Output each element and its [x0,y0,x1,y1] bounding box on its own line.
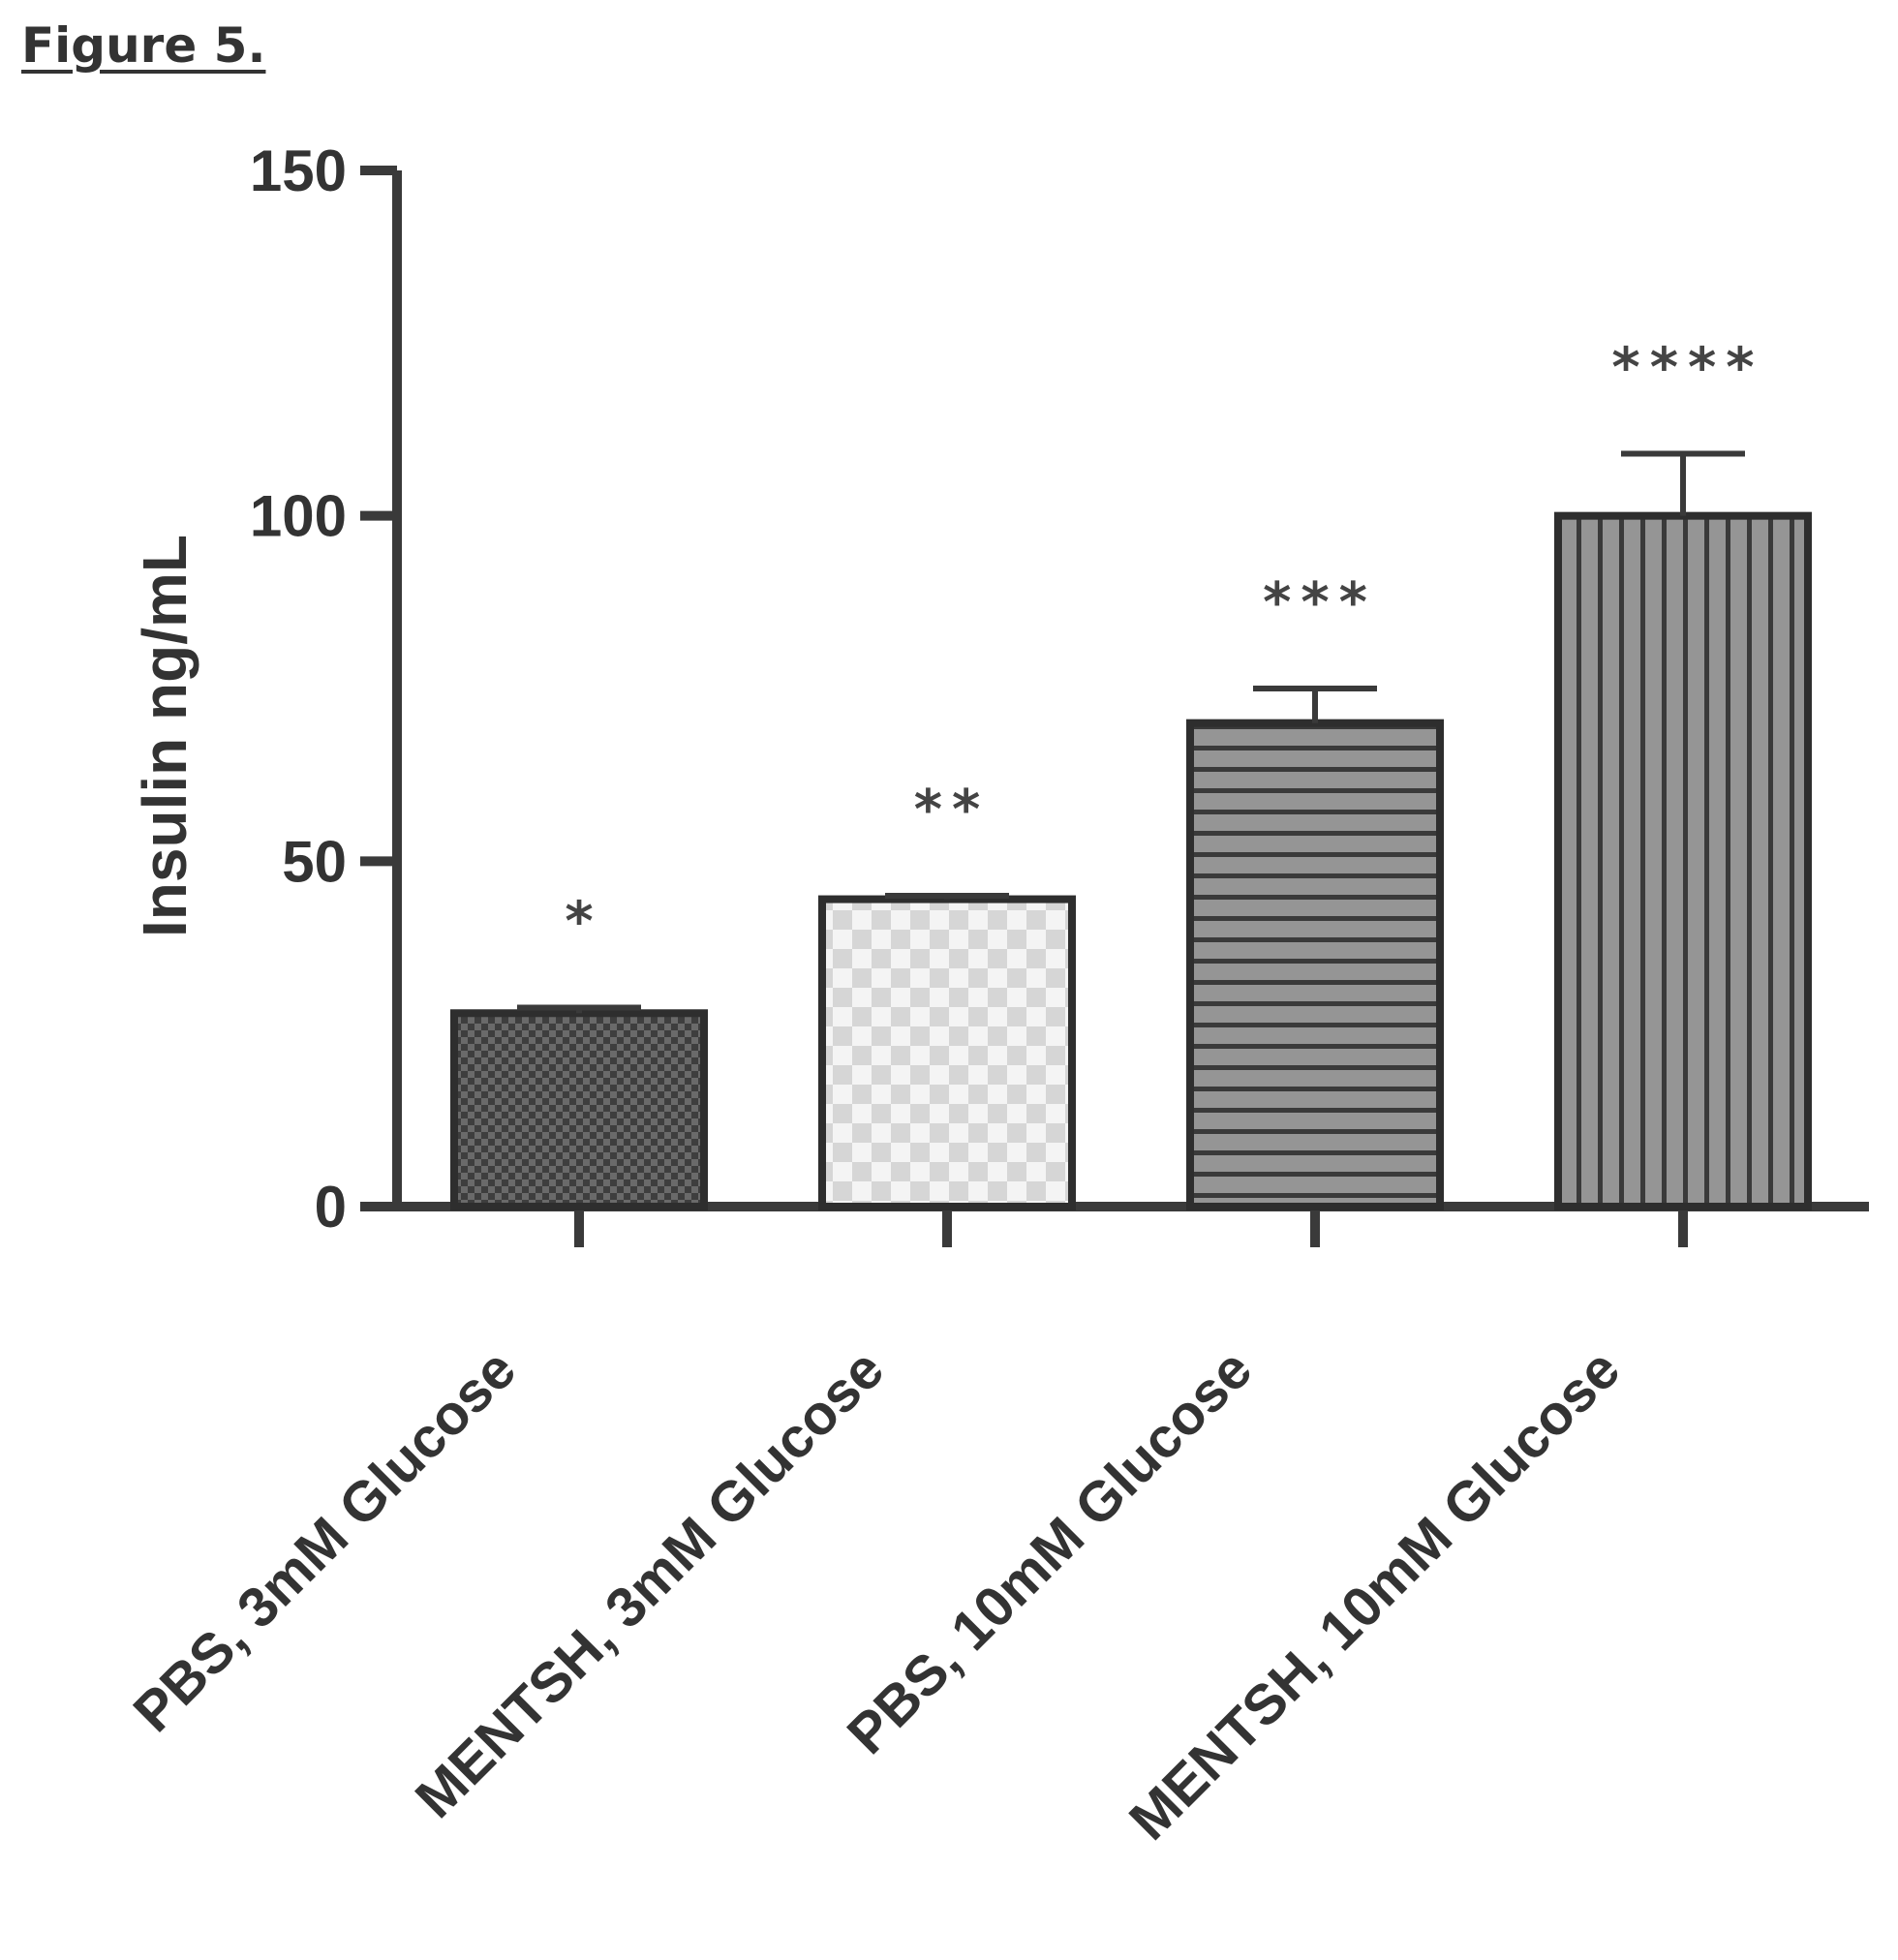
significance-marker: *** [1263,571,1377,634]
y-tick-label: 50 [282,829,347,894]
error-bars [517,450,1745,1014]
bar [818,895,1076,1210]
significance-marker: **** [1611,336,1763,399]
y-axis: 0 50 100 150 [250,138,402,1240]
significance-marker: * [565,891,602,954]
category-label: PBS, 10mM Glucose [836,1337,1265,1766]
bar [1186,719,1444,1211]
y-axis-title: Insulin ng/mL [130,535,199,937]
significance-marker: ** [914,779,991,842]
bars [450,511,1812,1211]
significance-markers: ********** [565,336,1763,954]
y-tick-label: 0 [315,1175,347,1240]
category-label: PBS, 3mM Glucose [121,1337,528,1744]
x-axis [360,1202,1869,1247]
y-tick-label: 100 [250,484,347,549]
bar [1554,511,1812,1210]
figure-label: Figure 5. [21,17,266,74]
bar [450,1009,708,1211]
y-tick-label: 150 [250,138,347,203]
